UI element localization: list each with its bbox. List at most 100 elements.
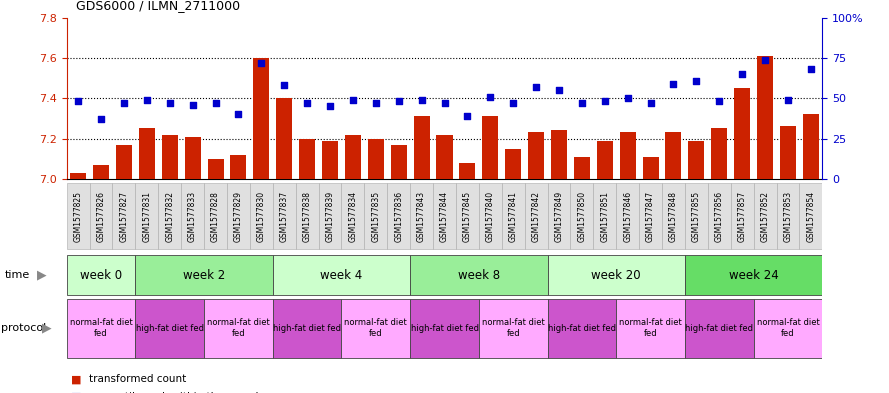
Bar bbox=[548, 299, 616, 358]
Point bbox=[71, 98, 85, 105]
Bar bbox=[162, 134, 178, 179]
Text: GSM1577853: GSM1577853 bbox=[783, 191, 792, 242]
Bar bbox=[479, 299, 548, 358]
Text: GSM1577837: GSM1577837 bbox=[280, 191, 289, 242]
Bar bbox=[501, 183, 525, 249]
Point bbox=[323, 103, 337, 109]
Bar bbox=[204, 183, 227, 249]
Point bbox=[644, 100, 658, 106]
Point bbox=[506, 100, 520, 106]
Point bbox=[552, 87, 566, 94]
Bar bbox=[67, 299, 135, 358]
Bar bbox=[548, 255, 685, 296]
Text: normal-fat diet
fed: normal-fat diet fed bbox=[757, 318, 820, 338]
Bar bbox=[754, 299, 822, 358]
Text: normal-fat diet
fed: normal-fat diet fed bbox=[620, 318, 682, 338]
Bar bbox=[341, 183, 364, 249]
Bar bbox=[754, 183, 776, 249]
Text: week 24: week 24 bbox=[729, 268, 779, 282]
Point bbox=[369, 100, 383, 106]
Bar bbox=[460, 163, 476, 179]
Text: GSM1577856: GSM1577856 bbox=[715, 191, 724, 242]
Bar bbox=[711, 129, 727, 179]
Text: GSM1577844: GSM1577844 bbox=[440, 191, 449, 242]
Text: GSM1577832: GSM1577832 bbox=[165, 191, 174, 242]
Bar bbox=[436, 134, 453, 179]
Text: GSM1577831: GSM1577831 bbox=[142, 191, 151, 242]
Point bbox=[94, 116, 108, 122]
Text: high-fat diet fed: high-fat diet fed bbox=[136, 324, 204, 332]
Text: GSM1577827: GSM1577827 bbox=[119, 191, 128, 242]
Bar bbox=[116, 145, 132, 179]
Bar bbox=[643, 157, 659, 179]
Bar bbox=[135, 183, 158, 249]
Bar bbox=[410, 299, 479, 358]
Bar bbox=[364, 183, 388, 249]
Bar bbox=[276, 98, 292, 179]
Point bbox=[621, 95, 635, 101]
Text: ▶: ▶ bbox=[37, 268, 47, 282]
Text: normal-fat diet
fed: normal-fat diet fed bbox=[344, 318, 407, 338]
Bar bbox=[230, 155, 246, 179]
Text: GSM1577846: GSM1577846 bbox=[623, 191, 632, 242]
Point bbox=[712, 98, 726, 105]
Bar bbox=[253, 58, 269, 179]
Bar bbox=[639, 183, 662, 249]
Bar bbox=[410, 255, 548, 296]
Text: GSM1577845: GSM1577845 bbox=[463, 191, 472, 242]
Text: GSM1577842: GSM1577842 bbox=[532, 191, 541, 242]
Bar bbox=[456, 183, 479, 249]
Text: GSM1577825: GSM1577825 bbox=[74, 191, 83, 242]
Point bbox=[597, 98, 612, 105]
Bar bbox=[685, 255, 822, 296]
Bar bbox=[93, 165, 109, 179]
Point bbox=[484, 94, 498, 100]
Bar bbox=[250, 183, 273, 249]
Text: week 20: week 20 bbox=[591, 268, 641, 282]
Point bbox=[414, 97, 428, 103]
Bar bbox=[483, 116, 499, 179]
Point bbox=[575, 100, 589, 106]
Bar bbox=[273, 255, 410, 296]
Point bbox=[667, 81, 681, 87]
Bar bbox=[181, 183, 204, 249]
Point bbox=[346, 97, 360, 103]
Bar bbox=[207, 159, 223, 179]
Bar bbox=[273, 299, 341, 358]
Point bbox=[735, 71, 749, 77]
Text: normal-fat diet
fed: normal-fat diet fed bbox=[69, 318, 132, 338]
Text: GSM1577834: GSM1577834 bbox=[348, 191, 357, 242]
Text: time: time bbox=[4, 270, 29, 280]
Bar bbox=[341, 299, 410, 358]
Point bbox=[689, 77, 703, 84]
Bar bbox=[410, 183, 433, 249]
Bar bbox=[574, 157, 590, 179]
Text: normal-fat diet
fed: normal-fat diet fed bbox=[207, 318, 269, 338]
Point bbox=[529, 84, 543, 90]
Text: GSM1577852: GSM1577852 bbox=[761, 191, 770, 242]
Bar bbox=[731, 183, 754, 249]
Text: high-fat diet fed: high-fat diet fed bbox=[685, 324, 753, 332]
Text: ■: ■ bbox=[71, 374, 82, 384]
Bar bbox=[799, 183, 822, 249]
Bar bbox=[666, 132, 682, 179]
Bar bbox=[388, 183, 410, 249]
Point bbox=[391, 98, 405, 105]
Text: GSM1577830: GSM1577830 bbox=[257, 191, 266, 242]
Point bbox=[186, 101, 200, 108]
Bar bbox=[780, 127, 796, 179]
Text: GSM1577849: GSM1577849 bbox=[555, 191, 564, 242]
Bar bbox=[345, 134, 361, 179]
Text: GSM1577841: GSM1577841 bbox=[509, 191, 517, 242]
Bar bbox=[757, 56, 773, 179]
Bar bbox=[296, 183, 318, 249]
Text: GSM1577829: GSM1577829 bbox=[234, 191, 243, 242]
Bar bbox=[708, 183, 731, 249]
Bar bbox=[803, 114, 819, 179]
Text: GDS6000 / ILMN_2711000: GDS6000 / ILMN_2711000 bbox=[76, 0, 240, 12]
Text: GSM1577854: GSM1577854 bbox=[806, 191, 815, 242]
Text: GSM1577851: GSM1577851 bbox=[600, 191, 609, 242]
Text: GSM1577840: GSM1577840 bbox=[485, 191, 495, 242]
Bar bbox=[67, 255, 135, 296]
Bar bbox=[90, 183, 113, 249]
